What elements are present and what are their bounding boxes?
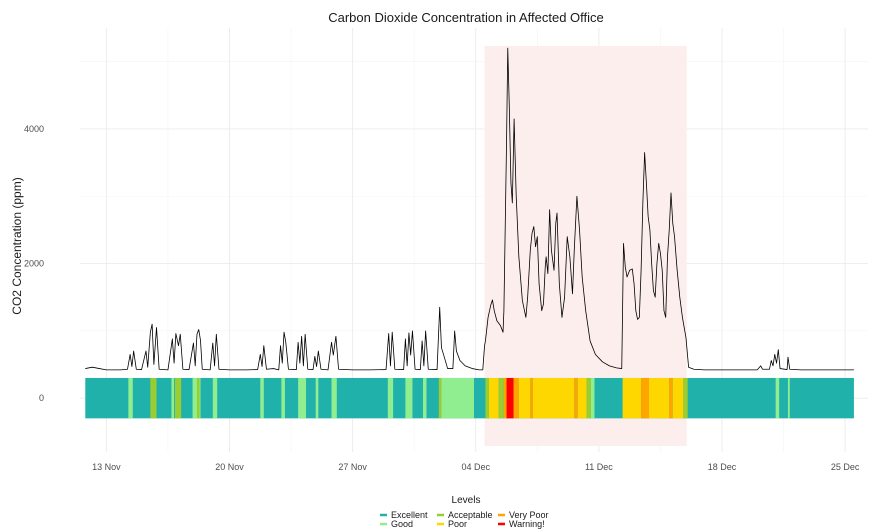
level-segment xyxy=(574,377,578,419)
level-segment xyxy=(438,377,442,419)
y-axis-title: CO2 Concentration (ppm) xyxy=(10,177,24,314)
level-segment xyxy=(649,377,670,419)
level-segment xyxy=(586,377,591,419)
level-segment xyxy=(174,377,182,419)
level-segment xyxy=(669,377,673,419)
legend-label: Good xyxy=(391,519,413,529)
level-segment xyxy=(315,377,319,419)
level-segment xyxy=(212,377,218,419)
level-segment xyxy=(683,377,688,419)
legend-title: Levels xyxy=(452,495,481,506)
x-tick-label: 11 Dec xyxy=(585,462,613,472)
level-segment xyxy=(422,377,427,419)
level-segment xyxy=(485,377,489,419)
legend-label: Very Poor xyxy=(509,510,549,520)
level-segment xyxy=(590,377,595,419)
chart-title: Carbon Dioxide Concentration in Affected… xyxy=(328,10,604,25)
level-segment xyxy=(503,377,507,419)
level-segment xyxy=(281,377,285,419)
legend-label: Acceptable xyxy=(448,510,493,520)
x-tick-label: 25 Dec xyxy=(831,462,860,472)
level-segment xyxy=(331,377,337,419)
series-layer xyxy=(85,47,854,371)
level-segment xyxy=(498,377,504,419)
level-segment xyxy=(622,377,642,419)
level-segment xyxy=(513,377,519,419)
y-tick-label: 0 xyxy=(39,393,44,403)
level-segment xyxy=(641,377,650,419)
y-tick-label: 4000 xyxy=(24,124,44,134)
legend-label: Excellent xyxy=(391,510,428,520)
level-segment xyxy=(518,377,531,419)
legend-label: Poor xyxy=(448,519,467,529)
level-segment xyxy=(672,377,684,419)
y-tick-label: 2000 xyxy=(24,259,44,269)
level-segment xyxy=(405,377,413,419)
x-axis-ticks: 13 Nov 20 Nov 27 Nov 04 Dec 11 Dec 18 Dec 25 D… xyxy=(92,462,860,472)
level-segment xyxy=(192,377,201,419)
level-segment xyxy=(530,377,533,419)
level-segment xyxy=(260,377,264,419)
level-segment xyxy=(506,377,514,419)
x-tick-label: 18 Dec xyxy=(708,462,737,472)
level-segment xyxy=(298,377,307,419)
x-tick-label: 04 Dec xyxy=(461,462,490,472)
level-band xyxy=(85,377,854,419)
level-segment xyxy=(441,377,474,419)
level-segment xyxy=(128,377,133,419)
level-segment xyxy=(577,377,587,419)
level-segment xyxy=(150,377,157,419)
level-segment xyxy=(387,377,394,419)
level-segment xyxy=(171,377,175,419)
level-segment xyxy=(775,377,780,419)
level-segment xyxy=(787,377,790,419)
legend-label: Warning! xyxy=(509,519,545,529)
level-segment xyxy=(196,377,200,419)
level-segment xyxy=(532,377,575,419)
co2-series-line xyxy=(85,47,854,371)
x-tick-label: 20 Nov xyxy=(215,462,244,472)
level-segment xyxy=(488,377,499,419)
x-tick-label: 13 Nov xyxy=(92,462,121,472)
y-axis-ticks: 0 2000 4000 xyxy=(24,124,44,403)
x-tick-label: 27 Nov xyxy=(338,462,367,472)
